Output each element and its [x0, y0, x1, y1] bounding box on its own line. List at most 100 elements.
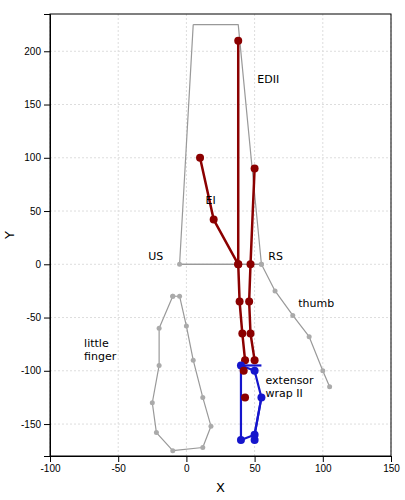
- points: [150, 37, 332, 454]
- grid-line: [322, 14, 323, 456]
- tick: -150: [21, 419, 50, 430]
- point: [234, 260, 242, 268]
- point: [251, 367, 259, 375]
- point: [251, 164, 259, 172]
- point: [327, 384, 332, 389]
- point: [238, 330, 246, 338]
- grid-line: [50, 157, 391, 158]
- point: [200, 395, 205, 400]
- axis-line: [51, 457, 392, 463]
- point: [241, 393, 249, 401]
- tick-mark: [323, 456, 324, 462]
- point: [170, 294, 175, 299]
- tick-mark: [255, 456, 256, 462]
- tick-mark: [44, 105, 50, 106]
- tick-label: 150: [24, 99, 41, 110]
- point: [247, 330, 255, 338]
- tick: 50: [30, 206, 50, 217]
- point: [290, 313, 295, 318]
- tick-label: 100: [315, 463, 332, 474]
- tick-label: 50: [30, 206, 42, 217]
- point: [273, 288, 278, 293]
- annotations: EDIIEIUSRSthumblittlefingerextensorwrap …: [84, 73, 334, 400]
- point: [208, 424, 213, 429]
- grid-line: [50, 211, 391, 212]
- point: [234, 37, 242, 45]
- tick-label: -150: [21, 419, 41, 430]
- point: [196, 154, 204, 162]
- tick: 150: [383, 456, 400, 474]
- tick-mark: [44, 318, 50, 319]
- point: [170, 294, 175, 299]
- point: [150, 400, 155, 405]
- tick: -100: [40, 456, 60, 474]
- x-axis-title: X: [216, 480, 225, 495]
- point: [251, 356, 259, 364]
- point: [157, 326, 162, 331]
- tick: 100: [315, 456, 332, 474]
- annotation: extensorwrap II: [266, 374, 315, 400]
- point: [210, 216, 218, 224]
- tick: 200: [24, 46, 50, 57]
- point: [247, 260, 255, 268]
- tick-mark: [391, 456, 392, 462]
- tick-label: -100: [40, 463, 60, 474]
- point: [245, 298, 253, 306]
- tick-label: 150: [383, 463, 400, 474]
- point: [157, 363, 162, 368]
- series-line: [240, 365, 242, 440]
- tick: 0: [184, 456, 190, 474]
- point: [170, 448, 175, 453]
- point: [236, 298, 244, 306]
- chart: -100 -50 0 50 100 150 -150 -100 -50 0 50 100 150 200 X…: [0, 0, 405, 500]
- point: [191, 358, 196, 363]
- tick-label: -100: [21, 365, 41, 376]
- y-axis-title: Y: [2, 231, 17, 240]
- point: [177, 294, 182, 299]
- tick-mark: [44, 211, 50, 212]
- tick-mark: [118, 456, 119, 462]
- annotation: RS: [268, 250, 283, 263]
- point: [251, 431, 259, 439]
- tick-label: 200: [24, 46, 41, 57]
- point: [257, 393, 265, 401]
- point: [320, 368, 325, 373]
- tick-label: -50: [111, 463, 126, 474]
- annotation: US: [148, 250, 163, 263]
- y-axis: -150 -100 -50 0 50 100 150 200: [21, 15, 51, 457]
- annotation: EI: [205, 194, 215, 207]
- grid-line: [50, 424, 391, 425]
- tick: 0: [35, 259, 50, 270]
- tick: -50: [111, 456, 126, 474]
- point: [154, 430, 159, 435]
- grid: [50, 14, 391, 456]
- series-line: [255, 397, 262, 434]
- annotation: EDII: [257, 73, 279, 86]
- series-line: [261, 264, 329, 386]
- grid-line: [50, 51, 391, 52]
- tick-label: -50: [27, 312, 42, 323]
- tick-label: 100: [24, 152, 41, 163]
- grid-line: [50, 264, 391, 265]
- grid-line: [254, 14, 255, 456]
- point: [237, 436, 245, 444]
- series-line: [180, 25, 262, 265]
- point: [240, 367, 248, 375]
- grid-line: [118, 14, 119, 456]
- tick: 150: [24, 99, 50, 110]
- lines: [152, 25, 329, 451]
- plot-area: [150, 25, 332, 454]
- grid-line: [186, 14, 187, 456]
- point: [259, 262, 264, 267]
- tick-mark: [186, 456, 187, 462]
- tick-mark: [44, 371, 50, 372]
- annotation: thumb: [298, 297, 334, 310]
- tick-label: 50: [250, 463, 262, 474]
- series-line: [152, 296, 211, 450]
- grid-line: [50, 317, 391, 318]
- tick: 50: [250, 456, 262, 474]
- series-line: [238, 41, 245, 361]
- tick-label: 0: [184, 463, 190, 474]
- series-line: [200, 158, 238, 265]
- series-line: [241, 365, 261, 440]
